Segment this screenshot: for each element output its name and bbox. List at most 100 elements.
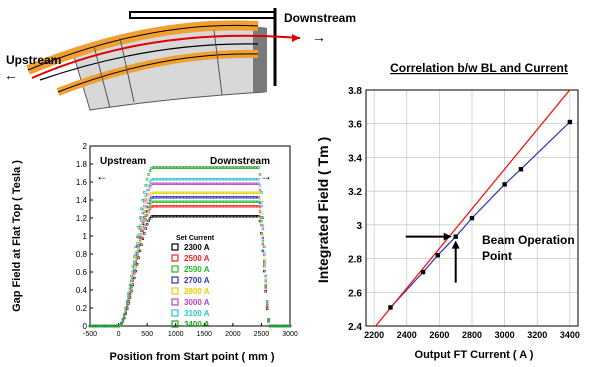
gap-field-point	[113, 324, 116, 328]
gap-field-point	[165, 205, 169, 208]
gap-field-point	[195, 182, 199, 185]
gap-field-point	[137, 244, 140, 247]
gap-field-point	[221, 205, 225, 208]
gap-field-point	[245, 178, 249, 181]
gap-field-point	[255, 182, 259, 185]
gap-field-point	[193, 182, 196, 185]
gap-field-point	[231, 166, 235, 169]
gap-field-point	[177, 200, 180, 203]
gap-field-point	[141, 229, 145, 233]
correlation-grid	[366, 89, 578, 327]
gap-field-point	[253, 205, 256, 208]
gap-field-point	[223, 200, 226, 203]
gap-field-point	[193, 191, 196, 194]
gap-field-point	[214, 178, 217, 181]
correlation-x-tick-label: 2200	[364, 330, 384, 340]
gap-field-point	[130, 285, 133, 288]
correlation-data-point	[420, 269, 426, 275]
gap-field-point	[264, 282, 267, 286]
gap-field-point	[205, 182, 209, 185]
gap-field-point	[211, 196, 215, 199]
gap-field-point	[200, 191, 203, 194]
gap-field-legend-marker	[171, 265, 179, 273]
gap-field-point	[135, 263, 139, 266]
correlation-x-tick-label: 3000	[495, 330, 515, 340]
gap-field-point	[174, 182, 177, 185]
gap-field-point	[264, 286, 267, 290]
gap-field-x-tick-label: 1500	[196, 331, 212, 338]
gap-field-point	[141, 218, 145, 222]
gap-field-point	[214, 215, 217, 218]
gap-field-point	[261, 227, 265, 230]
correlation-data-point	[453, 234, 458, 239]
gap-field-point	[197, 191, 200, 194]
gap-field-point	[208, 191, 212, 194]
gap-field-point	[251, 215, 255, 218]
gap-field-point	[193, 215, 196, 218]
gap-field-point	[131, 274, 135, 278]
gap-field-point	[241, 178, 245, 181]
gap-field-point	[171, 196, 175, 199]
gap-field-point	[228, 215, 232, 218]
gap-field-point	[197, 196, 200, 199]
gap-field-point	[170, 166, 173, 169]
gap-field-point	[180, 196, 183, 199]
gap-field-point	[161, 205, 165, 208]
gap-field-point	[167, 196, 170, 199]
gap-field-point	[198, 200, 202, 203]
gap-field-point	[165, 196, 169, 199]
gap-field-point	[230, 205, 233, 208]
gap-field-point	[250, 178, 253, 181]
gap-field-point	[97, 324, 100, 328]
gap-field-point	[148, 203, 152, 206]
gap-field-point	[185, 205, 189, 208]
gap-field-point	[217, 200, 220, 203]
gap-field-point	[155, 182, 159, 185]
gap-field-point	[263, 251, 266, 254]
gap-field-point	[195, 166, 199, 169]
gap-field-point	[234, 215, 237, 218]
gap-field-point	[261, 233, 265, 237]
gap-field-point	[195, 205, 199, 208]
gap-field-point	[134, 264, 137, 268]
gap-field-point	[203, 205, 206, 208]
gap-field-point	[211, 178, 215, 181]
gap-field-point	[177, 191, 180, 194]
gap-field-legend-label: 2800 A	[184, 287, 210, 296]
correlation-data-point	[435, 253, 440, 258]
gap-field-point	[198, 215, 202, 218]
gap-field-point	[91, 324, 95, 328]
gap-field-point	[167, 182, 170, 185]
gap-field-point	[200, 178, 203, 181]
gap-field-point	[247, 182, 250, 185]
gap-field-point	[233, 200, 236, 203]
gap-field-point	[220, 215, 223, 218]
gap-field-point	[130, 274, 133, 278]
gap-field-point	[247, 191, 250, 194]
gap-field-point	[153, 182, 156, 185]
magnet-coil-lower-edge	[57, 53, 259, 93]
gap-field-point	[163, 178, 166, 181]
gap-field-point	[193, 166, 196, 169]
gap-field-point	[237, 182, 240, 185]
gap-field-point	[255, 196, 259, 199]
gap-field-point	[250, 196, 253, 199]
gap-field-point	[260, 220, 263, 223]
gap-field-point	[164, 200, 167, 203]
gap-field-point	[163, 205, 166, 208]
gap-field-point	[253, 200, 256, 203]
gap-field-point	[194, 205, 197, 208]
gap-field-point	[168, 200, 172, 203]
gap-field-point	[123, 313, 126, 316]
gap-field-point	[187, 205, 190, 208]
gap-field-point	[184, 215, 187, 218]
magnet-coil-mid-edge	[39, 43, 259, 81]
gap-field-point	[223, 166, 226, 169]
gap-field-point	[190, 178, 193, 181]
gap-field-point	[225, 196, 229, 199]
gap-field-point	[181, 200, 185, 203]
correlation-lines	[374, 90, 571, 326]
gap-field-point	[161, 200, 165, 203]
gap-field-point	[255, 205, 259, 208]
gap-field-point	[131, 269, 135, 273]
